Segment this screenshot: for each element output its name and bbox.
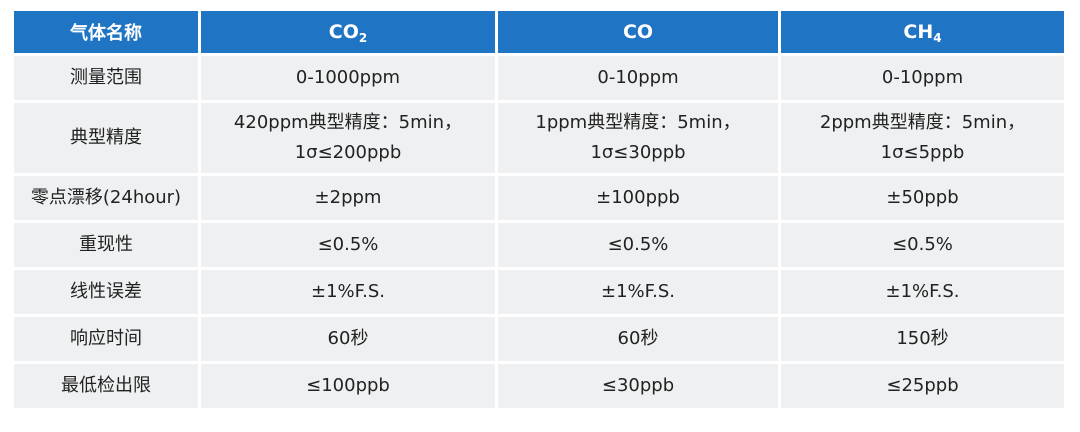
cell-line: 420ppm典型精度：5min， bbox=[233, 112, 463, 133]
header-co2-base: CO bbox=[328, 21, 359, 43]
header-co: CO bbox=[498, 11, 778, 53]
cell-co: 1ppm典型精度：5min， 1σ≤30ppb bbox=[498, 103, 778, 173]
table-row-accuracy: 典型精度 420ppm典型精度：5min， 1σ≤200ppb 1ppm典型精度… bbox=[14, 103, 1064, 173]
cell-co2: ≤100ppb bbox=[201, 364, 495, 408]
cell-line: 1σ≤5ppb bbox=[880, 142, 965, 163]
cell-co2: 60秒 bbox=[201, 317, 495, 361]
table-row-response-time: 响应时间 60秒 60秒 150秒 bbox=[14, 317, 1064, 361]
cell-ch4: 150秒 bbox=[781, 317, 1064, 361]
cell-ch4: 0-10ppm bbox=[781, 56, 1064, 100]
header-co2-sub: 2 bbox=[358, 31, 368, 45]
header-ch4: CH4 bbox=[781, 11, 1064, 53]
cell-co2: ±2ppm bbox=[201, 176, 495, 220]
cell-co: ±1%F.S. bbox=[498, 270, 778, 314]
cell-co: ≤30ppb bbox=[498, 364, 778, 408]
cell-ch4: ≤25ppb bbox=[781, 364, 1064, 408]
table-row-range: 测量范围 0-1000ppm 0-10ppm 0-10ppm bbox=[14, 56, 1064, 100]
cell-co: ≤0.5% bbox=[498, 223, 778, 267]
row-label: 最低检出限 bbox=[14, 364, 198, 408]
gas-spec-table-container: 气体名称 CO2 CO CH4 测量范围 0-1000ppm 0-10ppm 0… bbox=[14, 11, 1067, 411]
row-label: 重现性 bbox=[14, 223, 198, 267]
cell-co2: ≤0.5% bbox=[201, 223, 495, 267]
cell-co2: ±1%F.S. bbox=[201, 270, 495, 314]
row-label: 测量范围 bbox=[14, 56, 198, 100]
cell-line: 1σ≤30ppb bbox=[590, 142, 686, 163]
cell-co: 0-10ppm bbox=[498, 56, 778, 100]
header-co-base: CO bbox=[622, 21, 654, 43]
cell-ch4: ≤0.5% bbox=[781, 223, 1064, 267]
table-row-detection-limit: 最低检出限 ≤100ppb ≤30ppb ≤25ppb bbox=[14, 364, 1064, 408]
row-label: 响应时间 bbox=[14, 317, 198, 361]
cell-co: ±100ppb bbox=[498, 176, 778, 220]
cell-line: 1ppm典型精度：5min， bbox=[535, 112, 741, 133]
header-gas-name: 气体名称 bbox=[14, 11, 198, 53]
row-label: 典型精度 bbox=[14, 103, 198, 173]
header-ch4-sub: 4 bbox=[933, 31, 942, 45]
table-row-zero-drift: 零点漂移(24hour) ±2ppm ±100ppb ±50ppb bbox=[14, 176, 1064, 220]
table-header-row: 气体名称 CO2 CO CH4 bbox=[14, 11, 1064, 53]
row-label: 线性误差 bbox=[14, 270, 198, 314]
header-ch4-base: CH bbox=[903, 21, 934, 43]
header-co2: CO2 bbox=[201, 11, 495, 53]
cell-ch4: ±1%F.S. bbox=[781, 270, 1064, 314]
cell-ch4: 2ppm典型精度：5min， 1σ≤5ppb bbox=[781, 103, 1064, 173]
cell-line: 2ppm典型精度：5min， bbox=[819, 112, 1026, 133]
cell-co: 60秒 bbox=[498, 317, 778, 361]
cell-co2: 0-1000ppm bbox=[201, 56, 495, 100]
cell-co2: 420ppm典型精度：5min， 1σ≤200ppb bbox=[201, 103, 495, 173]
gas-spec-table: 气体名称 CO2 CO CH4 测量范围 0-1000ppm 0-10ppm 0… bbox=[11, 8, 1067, 411]
row-label: 零点漂移(24hour) bbox=[14, 176, 198, 220]
table-row-repeatability: 重现性 ≤0.5% ≤0.5% ≤0.5% bbox=[14, 223, 1064, 267]
cell-line: 1σ≤200ppb bbox=[294, 142, 402, 163]
cell-ch4: ±50ppb bbox=[781, 176, 1064, 220]
table-row-linearity: 线性误差 ±1%F.S. ±1%F.S. ±1%F.S. bbox=[14, 270, 1064, 314]
